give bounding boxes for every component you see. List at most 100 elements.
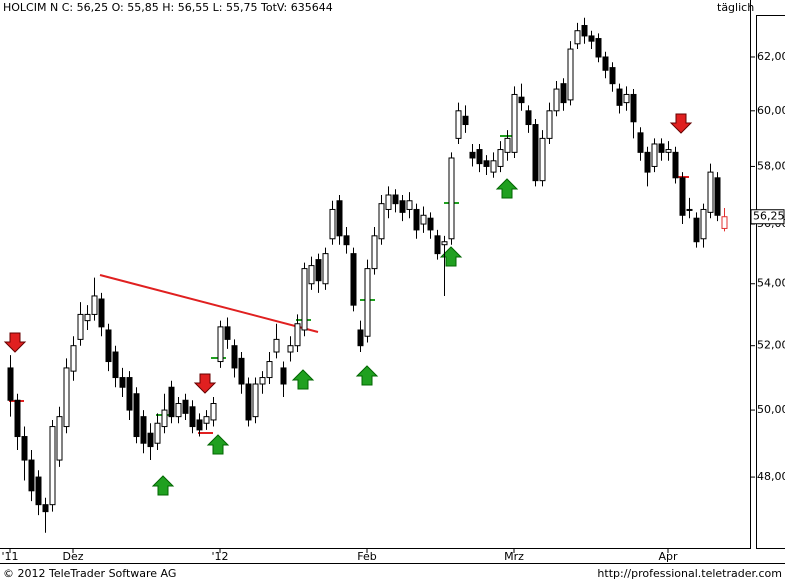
candle-body	[238, 357, 245, 385]
candle-body	[441, 241, 448, 246]
candle-body	[595, 38, 602, 58]
candle-body	[28, 459, 35, 492]
candle-body	[301, 268, 308, 331]
candle-body	[462, 115, 469, 126]
sell-arrow	[3, 332, 27, 353]
candle-body	[434, 235, 441, 255]
buy-arrow	[291, 369, 315, 390]
candle-body	[105, 329, 112, 363]
y-tick-label: 48,00	[757, 470, 785, 483]
candle-body	[336, 200, 343, 237]
candle-body	[581, 25, 588, 37]
buy-arrow	[206, 434, 230, 455]
x-tick-label: '12	[211, 550, 228, 563]
candle-body	[406, 200, 413, 210]
candle-body	[420, 214, 427, 225]
candle-body	[182, 399, 189, 414]
candle-body	[588, 35, 595, 42]
candle-body	[294, 323, 301, 347]
candle-body	[686, 208, 693, 211]
candle-body	[553, 88, 560, 112]
candle-body	[231, 345, 238, 369]
candle-body	[14, 399, 21, 438]
candle-body	[49, 426, 56, 506]
candle-body	[609, 67, 616, 85]
x-tick-label: '11	[1, 550, 18, 563]
sell-arrow	[669, 113, 693, 134]
candle-body	[532, 124, 539, 182]
candle-body	[483, 160, 490, 167]
candle-body	[665, 149, 672, 153]
candle-body	[364, 268, 371, 337]
signals	[3, 113, 693, 496]
candle-body	[714, 177, 721, 216]
y-tick-label: 52,00	[757, 339, 785, 352]
last-price-box	[750, 209, 785, 225]
candle-body	[84, 313, 91, 322]
interval: täglich	[717, 1, 754, 14]
buy-arrow	[439, 246, 463, 267]
candle-body	[343, 235, 350, 246]
candle-body	[147, 432, 154, 448]
candle-body	[133, 393, 140, 438]
candle-body	[91, 295, 98, 315]
candle-body	[700, 208, 707, 240]
candle-body	[644, 151, 651, 173]
candle-body	[140, 416, 147, 444]
candle-body	[413, 208, 420, 231]
candle-body	[161, 409, 168, 428]
y-tick-label: 58,00	[757, 159, 785, 172]
candle-body	[455, 110, 462, 139]
candle-body	[630, 93, 637, 123]
candle-body	[476, 149, 483, 165]
candle-body	[154, 422, 161, 444]
buy-arrow	[355, 365, 379, 386]
candle-body	[42, 504, 49, 513]
y-tick-label: 54,00	[757, 277, 785, 290]
candle-body	[196, 419, 203, 431]
candle-body	[357, 329, 364, 347]
candle-body	[56, 416, 63, 461]
y-tick-label: 60,00	[757, 104, 785, 117]
candle-body	[497, 149, 504, 167]
candle-body	[385, 194, 392, 210]
candle-body	[63, 367, 70, 428]
candle-body	[77, 313, 84, 340]
candle-body	[525, 110, 532, 126]
candle-body	[119, 377, 126, 388]
candle-body	[616, 88, 623, 106]
candle-body	[245, 383, 252, 421]
candle-body	[658, 143, 665, 153]
candle-body	[98, 298, 105, 328]
candle-body	[693, 217, 700, 243]
trend-line	[99, 274, 319, 333]
candle-body	[252, 383, 259, 418]
candle-body	[392, 194, 399, 205]
candle-body	[175, 403, 182, 418]
candle-body	[21, 436, 28, 461]
candle-body	[623, 93, 630, 104]
candle-body	[112, 351, 119, 379]
candle-body	[7, 367, 14, 401]
x-tick-label: Feb	[357, 550, 376, 563]
candle-body	[70, 345, 77, 372]
sell-arrow	[193, 373, 217, 394]
candle-body	[490, 160, 497, 173]
candle-body	[189, 406, 196, 428]
candle-body	[546, 110, 553, 139]
candle-body	[350, 253, 357, 306]
buy-arrow	[151, 475, 175, 496]
candle-body	[322, 253, 329, 285]
candle-body	[602, 56, 609, 71]
candle-body	[651, 143, 658, 167]
candle-body	[287, 345, 294, 353]
candle-body	[168, 386, 175, 418]
candle-body	[511, 93, 518, 153]
candle-body	[399, 200, 406, 213]
candle-body	[329, 208, 336, 240]
candle-body	[280, 367, 287, 385]
x-tick-label: Mrz	[504, 550, 524, 563]
footer-right: http://professional.teletrader.com	[597, 567, 782, 580]
